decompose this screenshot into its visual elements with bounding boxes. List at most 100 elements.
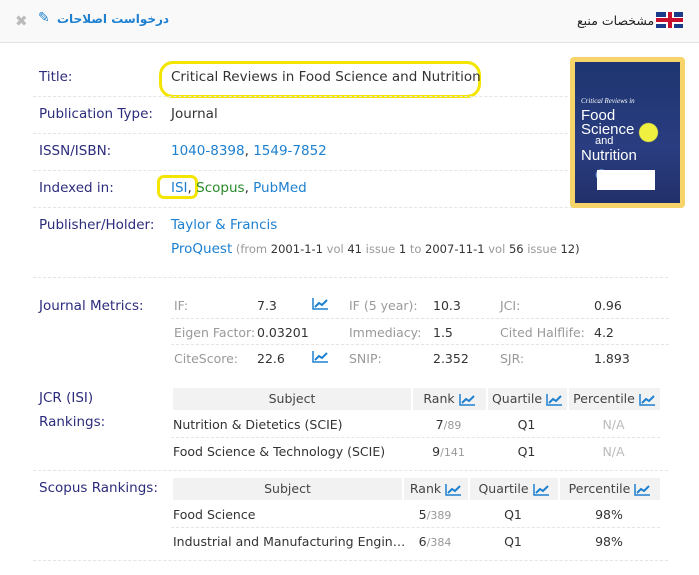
rank-value: 6 (418, 534, 427, 549)
type-label: Publication Type: (39, 106, 153, 122)
quartile-cell: Q1 (517, 417, 536, 432)
header-text: Rank (409, 481, 442, 496)
trend-chart-icon[interactable] (630, 481, 651, 496)
column-header-quartile: Quartile (468, 478, 558, 500)
proquest-link[interactable]: ProQuest (171, 241, 233, 257)
index-scopus[interactable]: Scopus (196, 180, 245, 196)
metric-value: 10.3 (433, 298, 461, 313)
pq-text: to (409, 242, 422, 256)
percentile-cell: 98% (595, 534, 623, 549)
metric-value: 22.6 (257, 351, 285, 366)
trend-chart-icon[interactable] (312, 349, 329, 364)
header-text: Subject (264, 481, 311, 496)
metric-key: CiteScore: (174, 351, 239, 366)
column-header-subject: Subject (171, 388, 411, 410)
header-text: Percentile (568, 481, 631, 496)
indexed-label: Indexed in: (39, 180, 114, 196)
metric-value: 0.03201 (257, 325, 309, 340)
index-isi[interactable]: ISI (171, 180, 188, 196)
issn-values: 1040-8398, 1549-7852 (171, 143, 327, 159)
percentile-cell: N/A (602, 444, 625, 459)
metric-value: 7.3 (257, 298, 277, 313)
quartile-cell: Q1 (504, 507, 522, 522)
metric-value: 0.96 (594, 298, 622, 313)
issn-label: ISSN/ISBN: (39, 143, 112, 159)
header-text: Quartile (491, 391, 543, 406)
pq-text: vol (326, 242, 344, 256)
subject-cell[interactable]: Industrial and Manufacturing Engin… (173, 534, 406, 549)
rank-cell: 9/141 (411, 444, 486, 459)
pencil-icon[interactable]: ✎ (38, 10, 50, 26)
metric-key: SNIP: (349, 351, 382, 366)
header-text: Subject (268, 391, 316, 406)
edit-request-link[interactable]: درخواست اصلاحات (57, 12, 170, 26)
rank-value: 5 (418, 507, 427, 522)
metric-key: IF: (174, 298, 189, 313)
trend-chart-icon[interactable] (542, 391, 563, 406)
index-separator: , (187, 180, 192, 196)
percentile-cell: 98% (595, 507, 623, 522)
pq-text: (from (235, 242, 268, 256)
subject-cell[interactable]: Food Science (173, 507, 256, 522)
metric-value: 1.5 (433, 325, 453, 340)
cover-text: Food (581, 107, 616, 124)
column-header-percentile: Percentile (558, 478, 660, 500)
index-pubmed[interactable]: PubMed (253, 180, 307, 196)
pq-text: vol (488, 242, 506, 256)
scopus-label: Scopus Rankings: (39, 480, 158, 496)
pq-text: issue (527, 242, 557, 256)
rank-cell: 6/384 (402, 534, 468, 549)
pq-text: 2007-11-1 (425, 242, 485, 256)
jcr-label-2: Rankings: (39, 414, 106, 430)
issn-separator: , (244, 143, 249, 159)
header-text: Quartile (478, 481, 529, 496)
pq-text: 56 (508, 242, 524, 256)
type-value: Journal (171, 106, 218, 122)
subject-cell[interactable]: Nutrition & Dietetics (SCIE) (173, 417, 343, 432)
table-header: Subject Rank Quartile Percentile (171, 478, 660, 500)
metric-value: 2.352 (433, 351, 469, 366)
percentile-cell: N/A (602, 417, 625, 432)
rank-cell: 7/89 (411, 417, 486, 432)
metric-key: IF (5 year): (349, 298, 418, 313)
divider (171, 527, 660, 528)
metric-value: 1.893 (594, 351, 630, 366)
journal-cover-image: Critical Reviews in Food Science and Nut… (570, 57, 685, 208)
table-header: Subject Rank Quartile Percentile (171, 388, 660, 410)
issn-link-online[interactable]: 1549-7852 (253, 143, 327, 159)
trend-chart-icon[interactable] (455, 391, 476, 406)
trend-chart-icon[interactable] (312, 296, 329, 311)
column-header-rank: Rank (411, 388, 486, 410)
column-header-rank: Rank (402, 478, 468, 500)
quartile-cell: Q1 (504, 534, 522, 549)
rank-value: 7 (435, 417, 444, 432)
metric-key: Eigen Factor: (174, 325, 256, 340)
cover-text: Critical Reviews in (581, 97, 635, 105)
pq-text: issue (365, 242, 396, 256)
cover-text: and (595, 135, 614, 147)
trend-chart-icon[interactable] (635, 391, 656, 406)
index-separator: , (244, 180, 249, 196)
column-header-percentile: Percentile (567, 388, 660, 410)
pq-text: 41 (347, 242, 362, 256)
close-icon[interactable]: ✖ (15, 12, 28, 30)
metrics-label: Journal Metrics: (39, 298, 144, 314)
column-header-quartile: Quartile (486, 388, 567, 410)
proquest-coverage: ProQuest (from 2001-1-1 vol 41 issue 1 t… (171, 241, 580, 257)
column-header-subject: Subject (171, 478, 402, 500)
pq-text: 12) (560, 242, 580, 256)
rank-value: 9 (432, 444, 441, 459)
issn-link-print[interactable]: 1040-8398 (171, 143, 245, 159)
metric-value: 4.2 (594, 325, 614, 340)
subject-cell[interactable]: Food Science & Technology (SCIE) (173, 444, 386, 459)
rank-total: /89 (443, 419, 462, 432)
publisher-label: Publisher/Holder: (39, 217, 155, 233)
publisher-link[interactable]: Taylor & Francis (171, 217, 278, 233)
pq-text: 2001-1-1 (270, 242, 323, 256)
indexed-values: ISI, Scopus, PubMed (171, 180, 307, 196)
trend-chart-icon[interactable] (441, 481, 462, 496)
cover-text: Nutrition (581, 147, 637, 164)
metric-key: SJR: (500, 351, 525, 366)
isi-highlight (157, 175, 198, 199)
trend-chart-icon[interactable] (529, 481, 550, 496)
